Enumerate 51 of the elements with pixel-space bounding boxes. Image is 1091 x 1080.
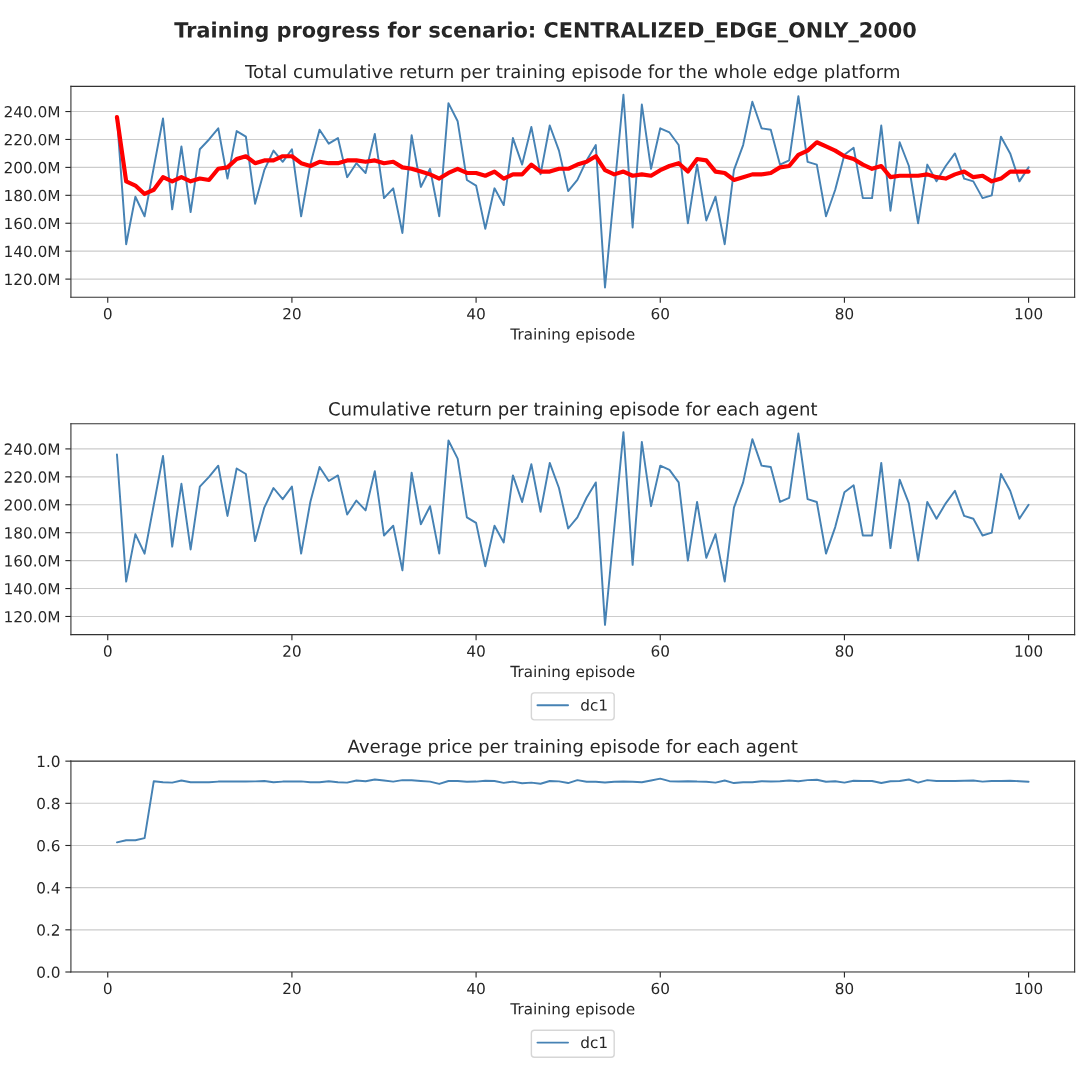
line-series: [115, 777, 1030, 844]
y-tick-label: 140.0M: [5, 583, 60, 595]
y-tick-label: 160.0M: [5, 555, 60, 567]
y-tick-label: 0.6: [37, 839, 60, 852]
x-tick-label: 80: [835, 645, 854, 657]
x-tick-label: 60: [651, 982, 669, 995]
x-tick-label: 100: [1015, 645, 1043, 657]
chart-subtitle: Total cumulative return per training episode for the whole edge platform: [245, 64, 899, 82]
y-tick-label: 200.0M: [4, 161, 60, 174]
x-tick-label: 100: [1015, 307, 1043, 320]
line-series: [115, 93, 1030, 289]
y-tick-label: 120.0M: [5, 610, 60, 623]
y-tick-label: 240.0M: [4, 443, 60, 455]
y-tick-label: 180.0M: [5, 189, 60, 202]
x-tick-label: 40: [467, 307, 485, 320]
x-tick-label: 40: [467, 645, 485, 657]
y-tick-label: 0.4: [37, 882, 60, 894]
line-series: [114, 115, 1031, 197]
x-tick-label: 0: [103, 982, 112, 995]
y-tick-label: 1.0: [37, 755, 60, 768]
y-tick-label: 220.0M: [4, 471, 60, 483]
y-tick-label: 160.0M: [5, 217, 60, 230]
y-tick-label: 0.8: [37, 797, 60, 810]
y-tick-label: 0.0: [37, 966, 60, 979]
x-axis-title: Training episode: [510, 328, 635, 343]
x-tick-label: 20: [283, 982, 301, 995]
x-axis-title: Training episode: [510, 665, 635, 681]
y-tick-label: 180.0M: [5, 527, 60, 539]
x-axis-title: Training episode: [510, 1002, 635, 1018]
y-tick-label: 140.0M: [5, 245, 60, 258]
x-tick-label: 100: [1015, 982, 1043, 995]
chart-title: Training progress for scenario: CENTRALIZED_EDGE_ONLY_2000: [174, 21, 916, 43]
x-tick-label: 0: [103, 645, 112, 657]
y-tick-label: 120.0M: [5, 273, 60, 286]
x-tick-label: 20: [283, 645, 301, 657]
x-tick-label: 80: [835, 307, 854, 320]
y-tick-label: 0.2: [37, 924, 59, 936]
x-tick-label: 40: [467, 982, 485, 995]
y-tick-label: 240.0M: [4, 106, 60, 118]
x-tick-label: 20: [283, 307, 301, 320]
line-series: [115, 431, 1030, 626]
chart-title: Cumulative return per training episode for each agent: [329, 401, 818, 420]
x-tick-label: 60: [651, 307, 669, 320]
chart-title: Average price per training episode for each agent: [347, 739, 798, 757]
x-tick-label: 80: [835, 982, 854, 995]
x-tick-label: 60: [651, 645, 669, 657]
y-tick-label: 200.0M: [4, 499, 60, 511]
legend-label: dc1: [581, 698, 607, 711]
legend-label: dc1: [581, 1036, 607, 1049]
x-tick-label: 0: [103, 307, 112, 320]
y-tick-label: 220.0M: [4, 133, 60, 146]
